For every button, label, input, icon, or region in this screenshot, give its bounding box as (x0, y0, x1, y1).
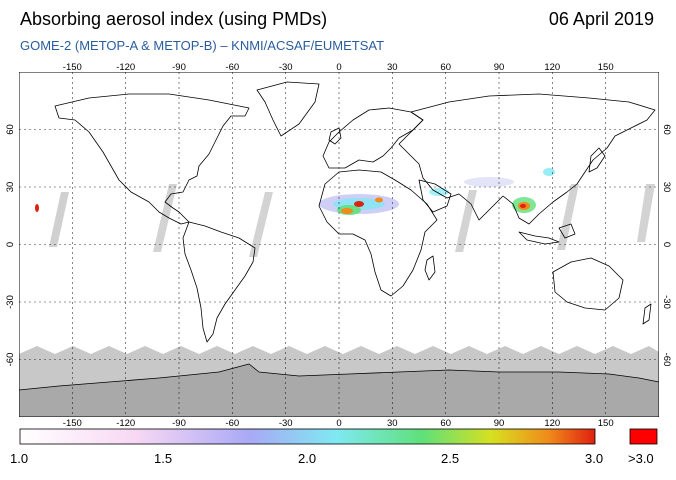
lon-tick-top: -120 (116, 62, 135, 73)
lon-tick-top: 0 (336, 62, 341, 73)
colorbar-gradient (19, 428, 596, 445)
lon-tick-top: 90 (494, 62, 505, 73)
lat-tick-right: -60 (661, 353, 672, 367)
lat-tick-left: -60 (5, 353, 16, 367)
lon-tick-top: -90 (172, 62, 186, 73)
lat-tick-right: -30 (661, 295, 672, 309)
lon-tick-bottom: -150 (63, 418, 82, 429)
lat-tick-right: 0 (661, 242, 672, 247)
colorbar-label: 3.0 (585, 451, 604, 466)
left-lat-ticks: 60 30 0 -30 -60 (5, 124, 16, 366)
lon-tick-top: -60 (225, 62, 239, 73)
colorbar-label: 1.5 (154, 451, 173, 466)
lat-tick-left: -30 (5, 295, 16, 309)
lon-tick-bottom: 30 (387, 418, 398, 429)
lon-tick-top: 120 (544, 62, 560, 73)
colorbar (19, 428, 664, 451)
lat-tick-left: 60 (5, 124, 16, 135)
lon-tick-top: -30 (279, 62, 293, 73)
bottom-lon-ticks: -150 -120 -90 -60 -30 0 30 60 90 120 150 (63, 418, 614, 429)
graticule (19, 72, 659, 417)
lon-tick-top: 30 (387, 62, 398, 73)
lon-tick-top: 60 (440, 62, 451, 73)
lon-tick-bottom: 150 (598, 418, 614, 429)
lat-tick-left: 0 (5, 242, 16, 247)
map-date: 06 April 2019 (548, 9, 654, 29)
map-canvas (19, 72, 659, 417)
colorbar-label: 2.5 (441, 451, 460, 466)
lon-tick-bottom: 120 (544, 418, 560, 429)
lon-tick-bottom: -120 (116, 418, 135, 429)
lat-tick-right: 30 (661, 182, 672, 193)
colorbar-overflow-swatch (629, 428, 658, 445)
lon-tick-top: 150 (598, 62, 614, 73)
top-lon-ticks: -150 -120 -90 -60 -30 0 30 60 90 120 150 (63, 62, 614, 73)
right-lat-ticks: 60 30 0 -30 -60 (661, 124, 672, 366)
map-title: Absorbing aerosol index (using PMDs) (20, 9, 328, 29)
lon-tick-bottom: -60 (225, 418, 239, 429)
map-subtitle: GOME-2 (METOP-A & METOP-B) – KNMI/ACSAF/… (20, 38, 385, 53)
lon-tick-bottom: -30 (279, 418, 293, 429)
lat-tick-right: 60 (661, 124, 672, 135)
colorbar-graphic (19, 428, 658, 445)
lon-tick-top: -150 (63, 62, 82, 73)
colorbar-label: 1.0 (10, 451, 29, 466)
lon-tick-bottom: 0 (336, 418, 341, 429)
colorbar-label: >3.0 (628, 451, 654, 466)
colorbar-label: 2.0 (298, 451, 317, 466)
lon-tick-bottom: -90 (172, 418, 186, 429)
lat-tick-left: 30 (5, 182, 16, 193)
world-map (19, 72, 659, 417)
lon-tick-bottom: 60 (440, 418, 451, 429)
lon-tick-bottom: 90 (494, 418, 505, 429)
